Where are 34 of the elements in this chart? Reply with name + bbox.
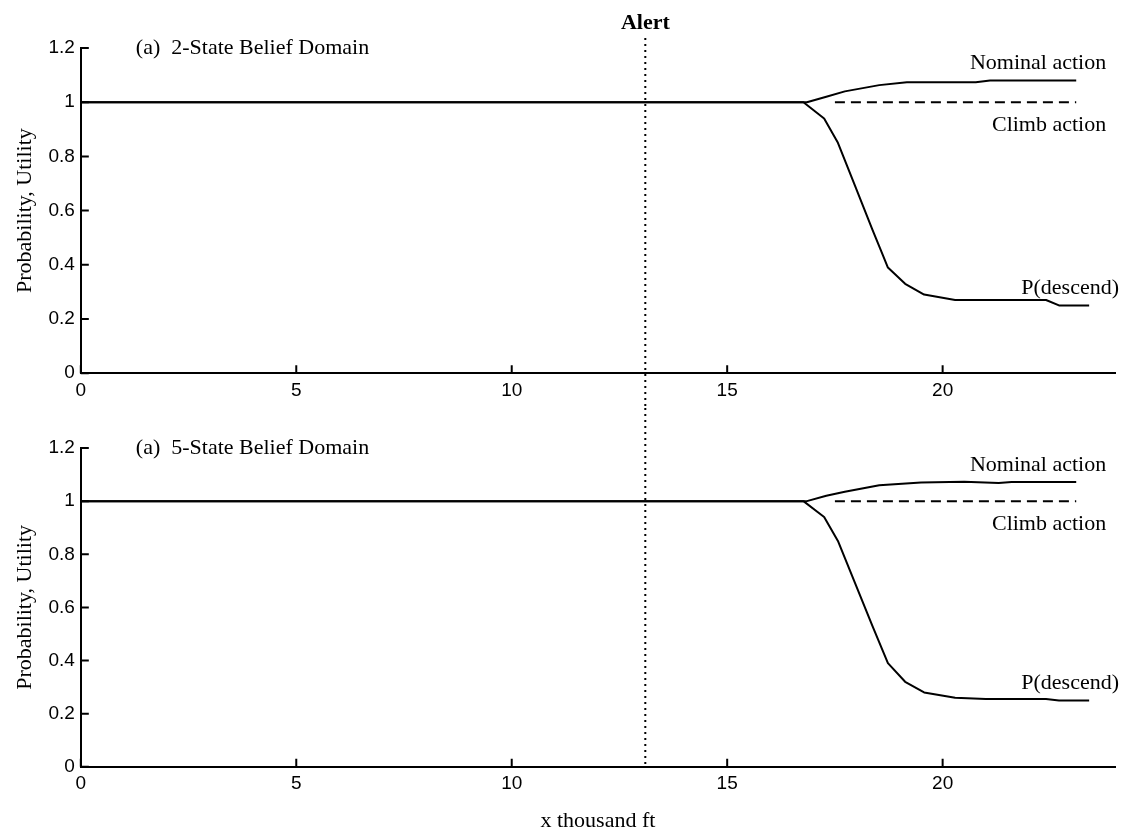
- x-tick-label: 5: [290, 772, 302, 794]
- y-axis-title: Probability, Utility: [10, 525, 36, 690]
- series-label: Nominal action: [969, 450, 1107, 476]
- x-tick-label: 10: [501, 378, 523, 400]
- y-tick-label: 0.2: [48, 307, 75, 329]
- x-tick-label: 10: [501, 772, 523, 794]
- chart-title: (a) 2-State Belief Domain: [135, 33, 370, 59]
- y-tick-label: 1.2: [48, 436, 75, 458]
- y-tick-label: 1: [64, 90, 75, 112]
- series-label: Nominal action: [969, 49, 1107, 75]
- y-axis-title: Probability, Utility: [10, 128, 36, 293]
- y-tick-label: 0.6: [48, 198, 75, 220]
- x-tick-label: 15: [716, 378, 738, 400]
- x-tick-label: 5: [290, 378, 302, 400]
- ref-line-label: Alert: [620, 8, 671, 34]
- x-tick-label: 20: [932, 378, 954, 400]
- x-tick-label: 20: [932, 772, 954, 794]
- y-tick-label: 0.8: [48, 144, 75, 166]
- chart-title: (a) 5-State Belief Domain: [135, 433, 370, 459]
- y-tick-label: 1: [64, 489, 75, 511]
- y-tick-label: 0.2: [48, 701, 75, 723]
- y-tick-label: 1.2: [48, 36, 75, 58]
- series-label: Climb action: [991, 110, 1107, 136]
- series-label: P(descend): [1021, 669, 1119, 695]
- x-axis-title: x thousand ft: [540, 806, 656, 832]
- x-tick-label: 15: [716, 772, 738, 794]
- y-tick-label: 0.4: [48, 253, 76, 275]
- y-tick-label: 0.8: [48, 542, 75, 564]
- series-label: P(descend): [1021, 274, 1119, 300]
- y-tick-label: 0.4: [48, 648, 76, 670]
- series-label: Climb action: [991, 509, 1107, 535]
- y-tick-label: 0: [64, 755, 75, 777]
- y-tick-label: 0: [64, 361, 75, 383]
- y-tick-label: 0.6: [48, 595, 75, 617]
